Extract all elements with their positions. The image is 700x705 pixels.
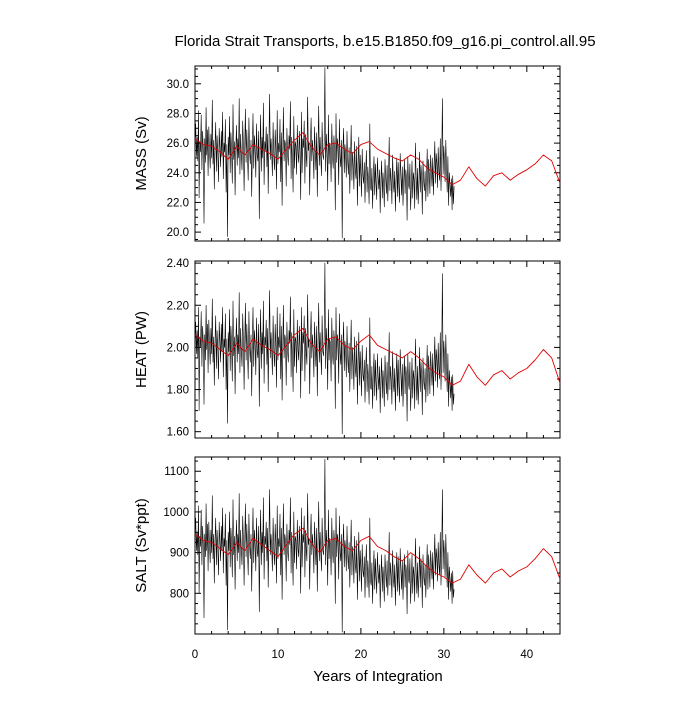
y-tick-label: 2.00 xyxy=(167,342,189,354)
panels: 30.0 28.0 26.0 24.0 22.0 20.0 MASS (Sv) 2.40 2.2… xyxy=(133,65,561,661)
panel-3: 1100 1000 900 800 SALT (Sv*ppt) 0 10 20 30 40 xyxy=(133,456,561,661)
x-axis-title: Years of Integration xyxy=(313,668,443,685)
y-tick-label: 800 xyxy=(170,588,189,600)
y-tick-label: 30.0 xyxy=(167,79,189,91)
y-tick-label: 20.0 xyxy=(167,227,189,239)
y-axis-title: HEAT (PW) xyxy=(133,311,150,388)
y-tick-label: 1100 xyxy=(164,466,189,478)
y-tick-label: 2.40 xyxy=(167,258,189,270)
y-axis-title: MASS (Sv) xyxy=(133,116,150,190)
y-axis-title: SALT (Sv*ppt) xyxy=(133,498,150,592)
y-tick-label: 1.80 xyxy=(167,385,189,397)
y-tick-label: 900 xyxy=(170,548,189,560)
x-tick-label: 10 xyxy=(272,649,285,661)
y-tick-label: 2.20 xyxy=(167,300,189,312)
y-tick-label: 1.60 xyxy=(167,427,189,439)
x-tick-label: 40 xyxy=(520,649,533,661)
x-tick-label: 20 xyxy=(355,649,368,661)
smoothed-series-line xyxy=(194,527,561,584)
panel-2: 2.40 2.20 2.00 1.80 1.60 HEAT (PW) xyxy=(133,258,561,439)
panel-1: 30.0 28.0 26.0 24.0 22.0 20.0 MASS (Sv) xyxy=(133,65,561,242)
y-tick-label: 22.0 xyxy=(167,197,189,209)
x-tick-label: 0 xyxy=(192,649,198,661)
smoothed-series-line xyxy=(194,132,561,187)
y-tick-label: 1000 xyxy=(163,507,189,519)
smoothed-series-line xyxy=(194,327,561,386)
y-tick-label: 28.0 xyxy=(167,108,189,120)
y-tick-label: 26.0 xyxy=(167,138,189,150)
y-tick-label: 24.0 xyxy=(167,168,189,180)
x-tick-label: 30 xyxy=(437,649,450,661)
chart-title: Florida Strait Transports, b.e15.B1850.f… xyxy=(174,33,595,50)
